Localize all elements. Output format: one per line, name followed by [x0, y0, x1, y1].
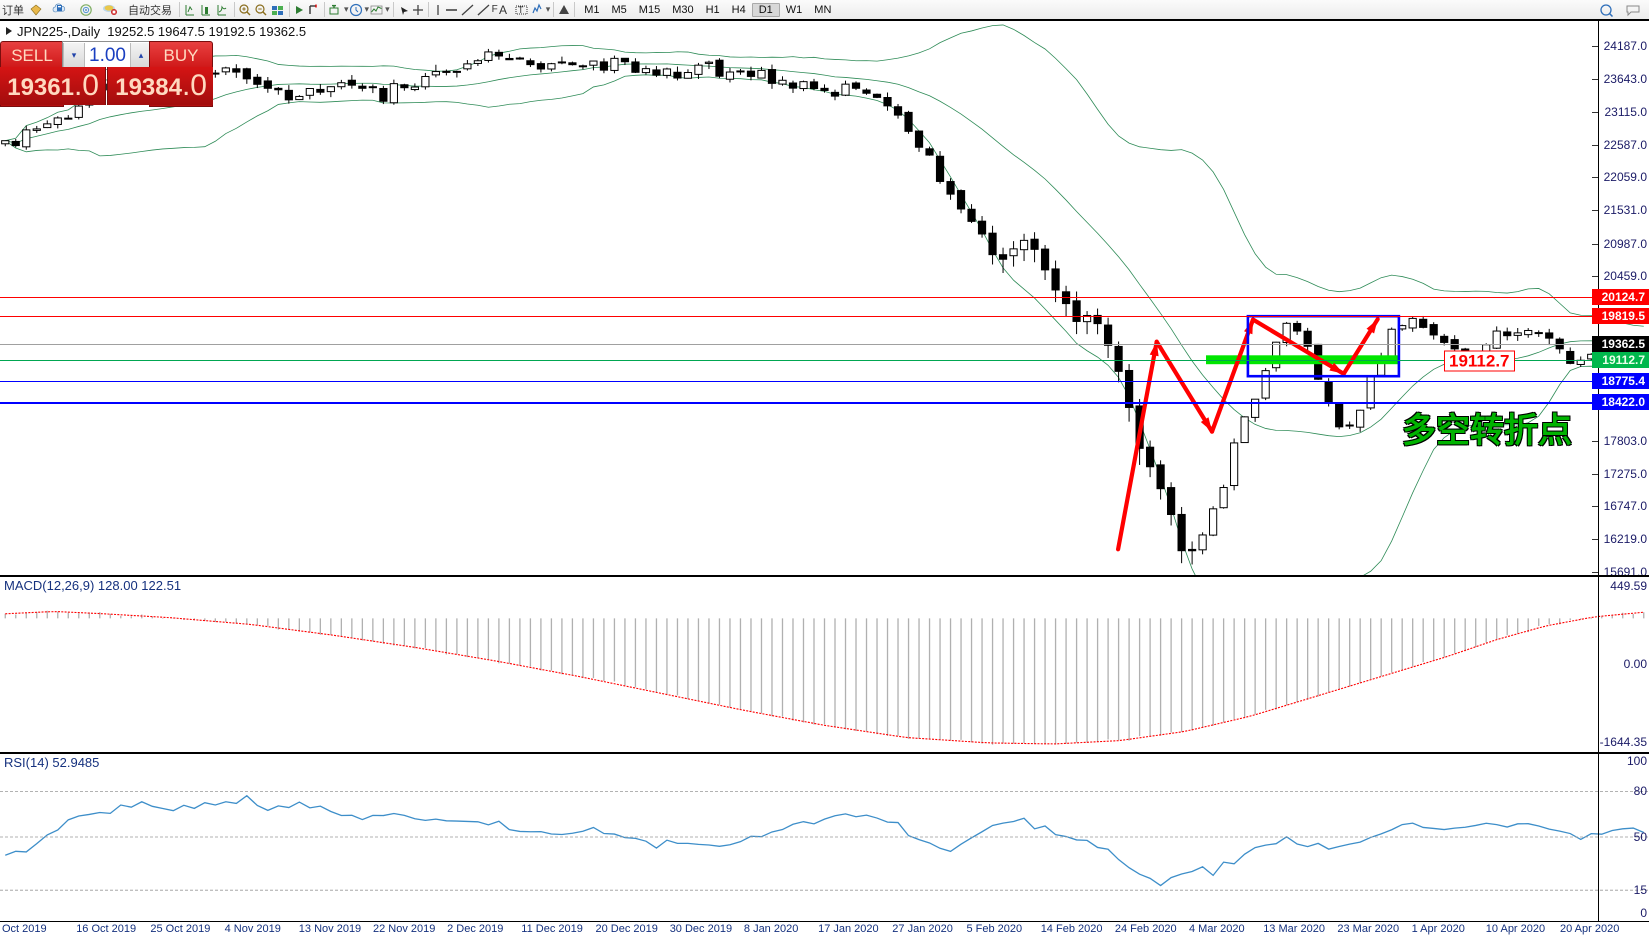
svg-text:A: A: [499, 3, 507, 17]
svg-text:T: T: [518, 5, 524, 15]
